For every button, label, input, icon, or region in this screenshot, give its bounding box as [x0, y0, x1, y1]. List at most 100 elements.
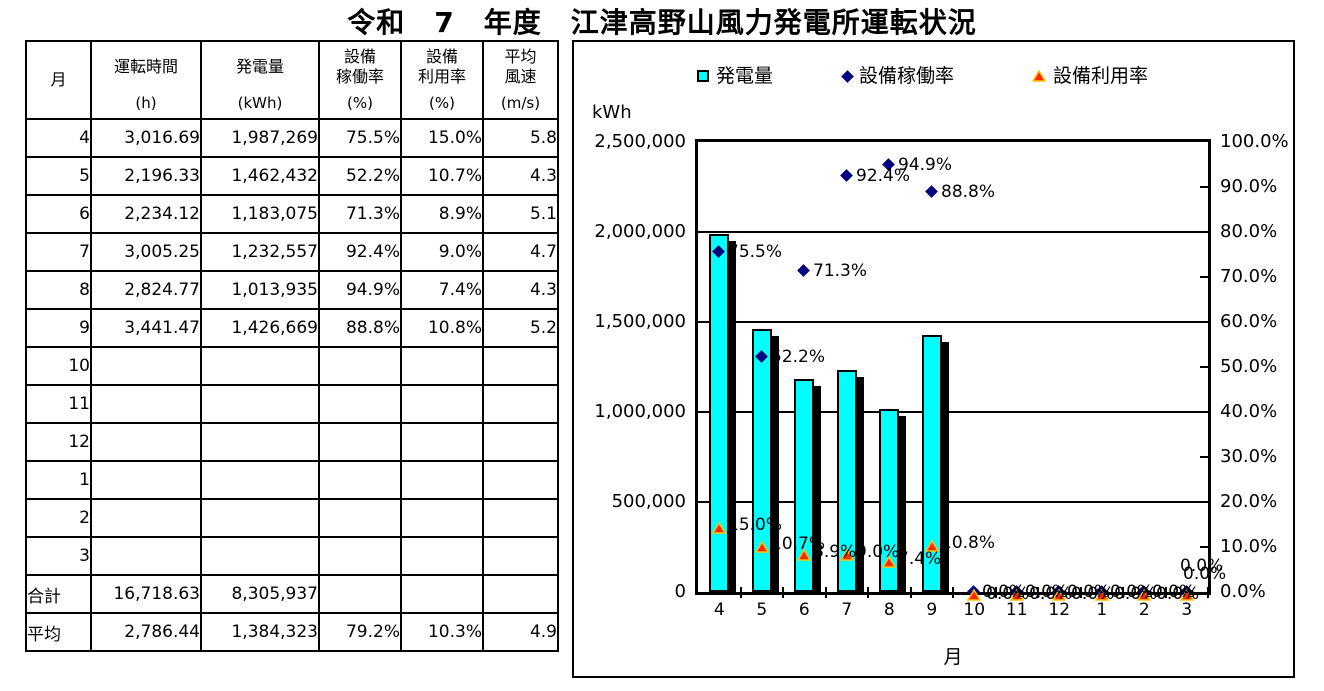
table-cell	[318, 536, 402, 576]
utilization-rate-marker	[839, 546, 855, 565]
left-axis-tick-label: 1,000,000	[594, 401, 686, 422]
gridline	[698, 231, 1208, 233]
table-cell	[200, 536, 320, 576]
table-cell	[400, 574, 484, 614]
left-axis-tick-label: 500,000	[611, 491, 686, 512]
gridline	[698, 411, 1208, 413]
table-cell: 1,232,557	[200, 232, 320, 272]
table-cell: 3,005.25	[90, 232, 202, 272]
table-row: 平均 2,786.44 1,384,323 79.2% 10.3% 4.9	[25, 612, 559, 652]
col-header-month: 月	[25, 40, 92, 120]
right-axis-tick-label: 0.0%	[1220, 581, 1266, 602]
x-axis-tick	[1207, 587, 1209, 598]
utilization-rate-marker	[1179, 586, 1195, 605]
table-cell: 8,305,937	[200, 574, 320, 614]
right-axis-tick-label: 40.0%	[1220, 401, 1278, 422]
table-row: 1	[25, 460, 559, 500]
table-cell: 6	[25, 194, 92, 234]
operation-rate-data-label: 52.2%	[771, 347, 826, 367]
table-cell: 7.4%	[400, 270, 484, 310]
table-cell: 88.8%	[318, 308, 402, 348]
table-cell: 52.2%	[318, 156, 402, 196]
legend-item-operation-rate: 設備稼働率	[841, 64, 954, 88]
col-header-operating-hours: 運転時間 (h)	[90, 40, 202, 120]
utilization-rate-data-label: 0.0%	[1029, 584, 1073, 604]
right-axis-minor-tick	[1200, 456, 1208, 458]
table-cell: 11	[25, 384, 92, 424]
utilization-rate-data-label: 7.4%	[898, 549, 942, 569]
utilization-rate-marker	[1136, 586, 1152, 605]
table-cell: 2,786.44	[90, 612, 202, 652]
operation-rate-data-label: 75.5%	[728, 242, 783, 262]
operation-rate-data-label: 92.4%	[856, 166, 911, 186]
utilization-rate-marker	[881, 553, 897, 572]
table-cell: 1,384,323	[200, 612, 320, 652]
table-cell: 5.1	[482, 194, 559, 234]
table-cell: 92.4%	[318, 232, 402, 272]
table-cell: 2,234.12	[90, 194, 202, 234]
table-cell	[200, 346, 320, 386]
x-axis-tick	[952, 587, 954, 598]
table-row: 10	[25, 346, 559, 386]
right-axis-tick-label: 10.0%	[1220, 536, 1278, 557]
table-cell: 4	[25, 118, 92, 158]
x-axis-tick	[1164, 587, 1167, 598]
legend-label-generation: 発電量	[716, 65, 774, 87]
table-cell	[90, 422, 202, 462]
col-header-operation-rate: 設備 稼働率 (%)	[318, 40, 402, 120]
left-axis-tick-label: 0	[674, 581, 686, 602]
x-axis-category-label: 6	[798, 600, 810, 620]
right-axis-tick-label: 80.0%	[1220, 221, 1278, 242]
table-cell: 3,441.47	[90, 308, 202, 348]
x-axis-tick	[824, 587, 827, 598]
x-axis-category-label: 1	[1096, 600, 1108, 620]
operation-rate-marker	[925, 185, 938, 198]
left-axis-tick-label: 2,500,000	[594, 131, 686, 152]
utilization-rate-data-label: 0.0%	[1183, 564, 1227, 584]
generation-bar	[709, 234, 729, 592]
operation-data-table: 月 運転時間 (h) 発電量 (kWh) 設備 稼働率 (%) 設備 利用率 (…	[25, 40, 559, 652]
col-header-utilization-rate: 設備 利用率 (%)	[400, 40, 484, 120]
table-cell	[90, 536, 202, 576]
table-cell: 合計	[25, 574, 92, 614]
table-cell	[90, 346, 202, 386]
generation-legend-swatch	[697, 70, 709, 82]
table-cell: 5.8	[482, 118, 559, 158]
table-cell	[400, 422, 484, 462]
table-cell: 2	[25, 498, 92, 538]
col-header-avg-wind-speed: 平均 風速 (m/s)	[482, 40, 559, 120]
table-cell: 1,987,269	[200, 118, 320, 158]
table-row: 5 2,196.33 1,462,432 52.2% 10.7% 4.3	[25, 156, 559, 196]
table-cell	[200, 384, 320, 424]
left-axis-tick-label: 2,000,000	[594, 221, 686, 242]
operation-rate-data-label: 71.3%	[813, 261, 868, 281]
table-cell: 12	[25, 422, 92, 462]
generation-bar	[794, 379, 814, 592]
table-cell: 10.7%	[400, 156, 484, 196]
table-cell: 2,196.33	[90, 156, 202, 196]
utilization-rate-marker	[1051, 586, 1067, 605]
utilization-rate-data-label: 10.8%	[941, 533, 996, 553]
table-cell: 10.3%	[400, 612, 484, 652]
table-cell	[400, 346, 484, 386]
operation-chart: 発電量 設備稼働率 設備利用率 kWh 月 75.5% 15.0% 52.2% 10.…	[572, 40, 1295, 678]
table-cell: 2,824.77	[90, 270, 202, 310]
x-axis-category-label: 10	[963, 600, 986, 620]
x-axis-category-label: 12	[1048, 600, 1071, 620]
col-header-generation: 発電量 (kWh)	[200, 40, 320, 120]
table-cell	[400, 384, 484, 424]
operation-rate-data-label: 0.0%	[1152, 582, 1196, 602]
x-axis-category-label: 5	[756, 600, 768, 620]
table-cell	[318, 460, 402, 500]
table-cell	[318, 498, 402, 538]
generation-bar	[752, 329, 772, 592]
table-cell: 9.0%	[400, 232, 484, 272]
table-cell	[482, 498, 559, 538]
right-axis-tick-label: 50.0%	[1220, 356, 1278, 377]
legend-item-utilization-rate: 設備利用率	[1032, 64, 1148, 88]
gridline	[698, 501, 1208, 503]
right-axis-tick-label: 90.0%	[1220, 176, 1278, 197]
table-cell	[482, 346, 559, 386]
plot-area: 75.5% 15.0% 52.2% 10.7% 71.3% 8.9% 92.4% 9.0% 94…	[695, 139, 1226, 604]
table-cell: 4.3	[482, 270, 559, 310]
